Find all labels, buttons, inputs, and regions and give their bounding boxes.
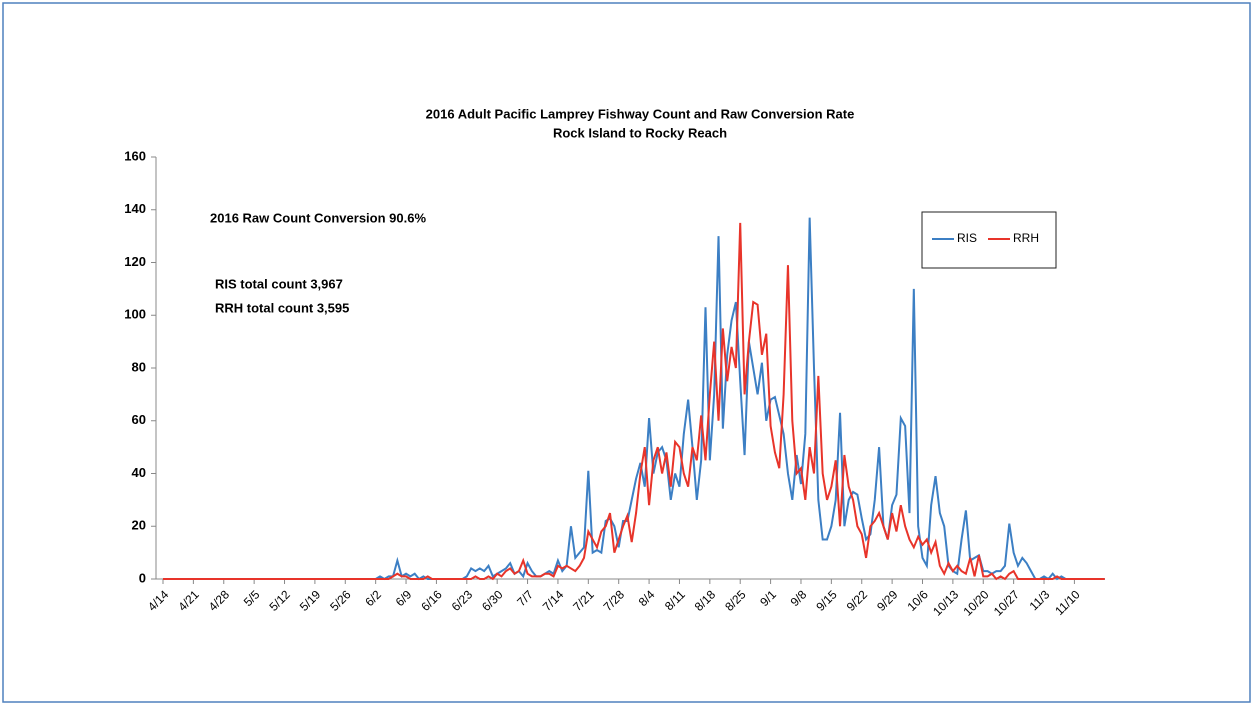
chart-subtitle: Rock Island to Rocky Reach <box>553 125 727 140</box>
y-tick-label: 160 <box>124 148 146 163</box>
legend-label: RRH <box>1013 231 1039 245</box>
y-tick-label: 20 <box>132 518 146 533</box>
y-tick-label: 40 <box>132 465 146 480</box>
y-tick-label: 0 <box>139 570 146 585</box>
legend-label: RIS <box>957 231 977 245</box>
annotation: RRH total count 3,595 <box>215 300 349 315</box>
y-tick-label: 140 <box>124 201 146 216</box>
chart-title: 2016 Adult Pacific Lamprey Fishway Count… <box>426 106 855 121</box>
y-tick-label: 120 <box>124 254 146 269</box>
annotation: RIS total count 3,967 <box>215 276 343 291</box>
y-tick-label: 100 <box>124 307 146 322</box>
series-line <box>163 222 1105 581</box>
y-tick-label: 60 <box>132 412 146 427</box>
annotation: 2016 Raw Count Conversion 90.6% <box>210 210 426 225</box>
y-tick-label: 80 <box>132 359 146 374</box>
